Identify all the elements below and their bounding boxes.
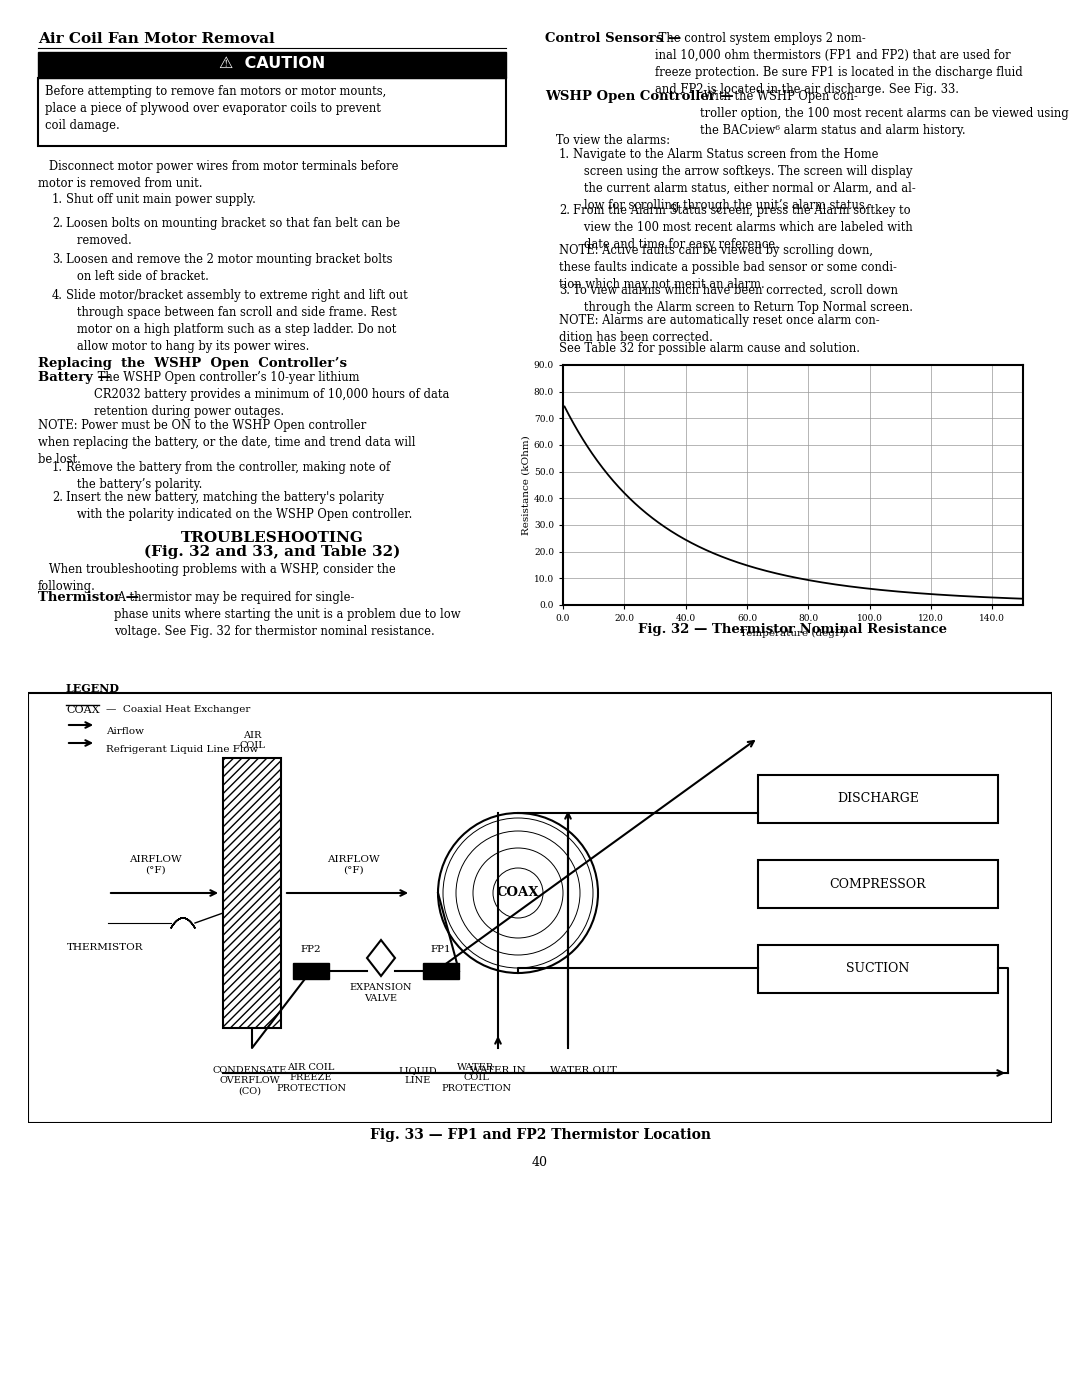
Text: To view the alarms:: To view the alarms: (545, 134, 670, 147)
Text: Navigate to the Alarm Status screen from the Home
   screen using the arrow soft: Navigate to the Alarm Status screen from… (573, 148, 916, 212)
Text: AIR COIL
FREEZE
PROTECTION: AIR COIL FREEZE PROTECTION (276, 1063, 346, 1092)
Text: Remove the battery from the controller, making note of
   the battery’s polarity: Remove the battery from the controller, … (66, 461, 390, 490)
Text: Control Sensors —: Control Sensors — (545, 32, 681, 45)
Text: NOTE: Active faults can be viewed by scrolling down,
these faults indicate a pos: NOTE: Active faults can be viewed by scr… (559, 244, 896, 291)
Polygon shape (367, 940, 395, 977)
Text: 2.: 2. (559, 204, 570, 217)
Text: THERMISTOR: THERMISTOR (67, 943, 144, 953)
Text: AIRFLOW
(°F): AIRFLOW (°F) (326, 855, 379, 875)
Circle shape (438, 813, 598, 972)
Text: LIQUID
LINE: LIQUID LINE (399, 1066, 437, 1085)
Text: Disconnect motor power wires from motor terminals before
motor is removed from u: Disconnect motor power wires from motor … (38, 161, 399, 190)
Text: Replacing  the  WSHP  Open  Controller’s: Replacing the WSHP Open Controller’s (38, 358, 347, 370)
X-axis label: Temperature (degF): Temperature (degF) (740, 629, 846, 637)
Bar (222, 759, 281, 1028)
Text: See Table 32 for possible alarm cause and solution.: See Table 32 for possible alarm cause an… (559, 342, 860, 355)
Bar (38, 52, 507, 78)
Text: COMPRESSOR: COMPRESSOR (829, 877, 927, 890)
Text: SUCTION: SUCTION (847, 963, 909, 975)
Text: FP2: FP2 (300, 944, 322, 954)
Text: 3.: 3. (52, 253, 63, 265)
Text: The WSHP Open controller’s 10-year lithium
CR2032 battery provides a minimum of : The WSHP Open controller’s 10-year lithi… (94, 372, 449, 418)
Text: COAX: COAX (497, 887, 539, 900)
Text: Refrigerant Liquid Line Flow: Refrigerant Liquid Line Flow (106, 745, 258, 754)
Text: The control system employs 2 nom-
inal 10,000 ohm thermistors (FP1 and FP2) that: The control system employs 2 nom- inal 1… (654, 32, 1023, 96)
Text: Airflow: Airflow (106, 726, 144, 736)
Text: Fig. 33 — FP1 and FP2 Thermistor Location: Fig. 33 — FP1 and FP2 Thermistor Locatio… (369, 1127, 711, 1141)
Text: 1.: 1. (52, 461, 63, 474)
Text: AIR
COIL: AIR COIL (239, 731, 265, 750)
Text: LEGEND: LEGEND (66, 683, 120, 694)
Text: 4.: 4. (52, 289, 63, 302)
Text: EXPANSION
VALVE: EXPANSION VALVE (350, 983, 413, 1003)
Y-axis label: Resistance (kOhm): Resistance (kOhm) (522, 434, 531, 535)
Text: Loosen bolts on mounting bracket so that fan belt can be
   removed.: Loosen bolts on mounting bracket so that… (66, 217, 400, 247)
Text: Fig. 32 — Thermistor Nominal Resistance: Fig. 32 — Thermistor Nominal Resistance (638, 623, 947, 636)
Bar (293, 963, 329, 979)
Text: COAX: COAX (66, 705, 99, 715)
Text: 3.: 3. (559, 284, 570, 298)
Text: Shut off unit main power supply.: Shut off unit main power supply. (66, 193, 256, 205)
Text: FP1: FP1 (431, 944, 451, 954)
Bar (758, 775, 998, 823)
Text: Battery —: Battery — (38, 372, 111, 384)
Text: With the WSHP Open con-
troller option, the 100 most recent alarms can be viewed: With the WSHP Open con- troller option, … (700, 89, 1069, 137)
Text: To view alarms which have been corrected, scroll down
   through the Alarm scree: To view alarms which have been corrected… (573, 284, 913, 314)
Text: CONDENSATE
OVERFLOW
(CO): CONDENSATE OVERFLOW (CO) (213, 1066, 287, 1095)
Text: 1.: 1. (559, 148, 570, 161)
Text: When troubleshooting problems with a WSHP, consider the
following.: When troubleshooting problems with a WSH… (38, 563, 395, 592)
Bar (423, 963, 459, 979)
Text: WATER
COIL
PROTECTION: WATER COIL PROTECTION (441, 1063, 511, 1092)
Text: 2.: 2. (52, 490, 63, 504)
Text: NOTE: Power must be ON to the WSHP Open controller
when replacing the battery, o: NOTE: Power must be ON to the WSHP Open … (38, 419, 416, 467)
Text: Before attempting to remove fan motors or motor mounts,
place a piece of plywood: Before attempting to remove fan motors o… (45, 85, 387, 131)
Text: 1.: 1. (52, 193, 63, 205)
Text: ⚠  CAUTION: ⚠ CAUTION (219, 56, 325, 70)
Bar (758, 861, 998, 908)
Text: A thermistor may be required for single-
phase units where starting the unit is : A thermistor may be required for single-… (114, 591, 461, 638)
Text: WATER IN: WATER IN (470, 1066, 526, 1076)
Text: (Fig. 32 and 33, and Table 32): (Fig. 32 and 33, and Table 32) (144, 545, 401, 559)
Text: 2.: 2. (52, 217, 63, 231)
Text: WSHP Open Controller —: WSHP Open Controller — (545, 89, 733, 103)
Text: Thermistor —: Thermistor — (38, 591, 139, 604)
Bar (758, 944, 998, 993)
Text: NOTE: Alarms are automatically reset once alarm con-
dition has been corrected.: NOTE: Alarms are automatically reset onc… (559, 314, 879, 344)
Text: AIRFLOW
(°F): AIRFLOW (°F) (129, 855, 181, 875)
Bar (38, 78, 507, 147)
Text: Air Coil Fan Motor Removal: Air Coil Fan Motor Removal (38, 32, 274, 46)
Text: Insert the new battery, matching the battery's polarity
   with the polarity ind: Insert the new battery, matching the bat… (66, 490, 413, 521)
Text: 40: 40 (532, 1155, 548, 1169)
Text: —  Coaxial Heat Exchanger: — Coaxial Heat Exchanger (106, 705, 251, 714)
Text: WATER OUT: WATER OUT (550, 1066, 617, 1076)
Text: Slide motor/bracket assembly to extreme right and lift out
   through space betw: Slide motor/bracket assembly to extreme … (66, 289, 408, 353)
Text: Loosen and remove the 2 motor mounting bracket bolts
   on left side of bracket.: Loosen and remove the 2 motor mounting b… (66, 253, 392, 284)
Text: TROUBLESHOOTING: TROUBLESHOOTING (180, 531, 364, 545)
Text: DISCHARGE: DISCHARGE (837, 792, 919, 806)
Text: From the Alarm Status screen, press the Alarm softkey to
   view the 100 most re: From the Alarm Status screen, press the … (573, 204, 913, 251)
